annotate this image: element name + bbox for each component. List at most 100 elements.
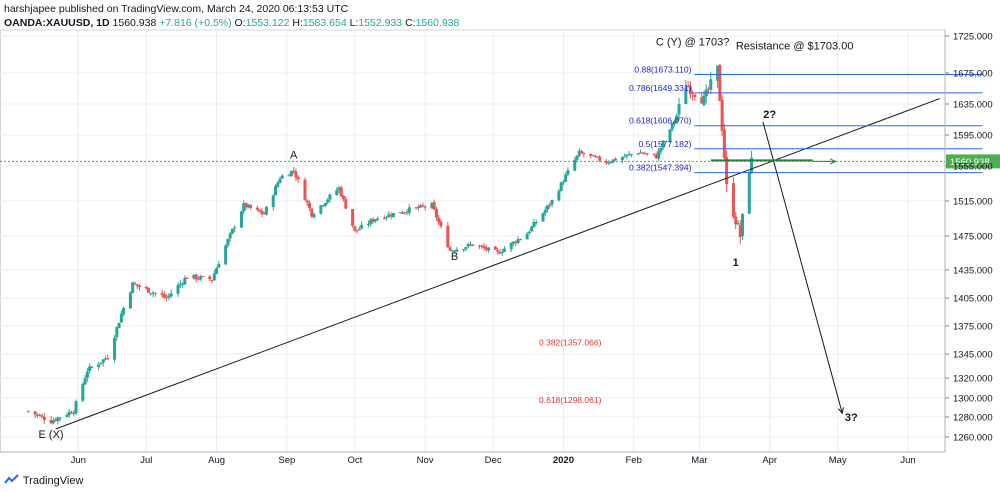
candle-body: [244, 203, 248, 208]
candle-body: [725, 157, 729, 185]
x-tick-label: Aug: [208, 455, 225, 466]
candle-body: [437, 217, 441, 223]
candle-body: [303, 179, 307, 201]
candle-body: [439, 221, 443, 227]
overlays: 1560.938 0.88(1673.110) 0.786(1649.331) 0.6…: [0, 37, 1000, 441]
x-tick-label: May: [829, 455, 847, 466]
y-tick-label: 1260.000: [953, 433, 993, 444]
candle-body: [133, 283, 137, 285]
candle-body: [541, 213, 545, 222]
candle-body: [308, 203, 312, 209]
target-label: 0.618(1298.061): [539, 395, 602, 405]
candle-body: [278, 178, 282, 183]
candle-body: [310, 208, 314, 217]
price-arrow-head: [829, 158, 837, 165]
candle-body: [144, 286, 148, 289]
candle-body: [607, 162, 611, 164]
candle-body: [54, 419, 58, 421]
y-tick-label: 1345.000: [953, 350, 993, 361]
candle-body: [580, 151, 584, 154]
candle-body: [534, 222, 538, 224]
candle-body: [292, 170, 296, 172]
candle-body: [233, 227, 237, 229]
candle-body: [305, 200, 309, 203]
candle-body: [575, 155, 579, 160]
candle-body: [614, 158, 618, 161]
candle-body: [264, 206, 268, 215]
last-price-label: 1560.938: [950, 157, 990, 168]
candle-body: [217, 264, 221, 268]
candle-body: [369, 219, 373, 225]
candle-body: [65, 414, 69, 417]
y-tick-label: 1405.000: [953, 294, 993, 305]
x-tick-label: Sep: [278, 455, 295, 466]
candle-body: [212, 273, 216, 281]
candle-body: [484, 247, 488, 250]
candle-body: [550, 200, 554, 205]
candle-body: [90, 367, 94, 369]
candle-body: [609, 161, 613, 163]
candle-body: [344, 198, 348, 209]
last-price: 1560.938: [112, 17, 157, 29]
candle-body: [496, 250, 500, 252]
candle-body: [750, 157, 754, 173]
candle-body: [595, 156, 599, 158]
candle-body: [83, 378, 87, 385]
candle-body: [684, 87, 688, 105]
candle-body: [260, 210, 264, 214]
candle-body: [657, 151, 661, 159]
candle-body: [638, 152, 642, 154]
y-tick-label: 1515.000: [953, 197, 993, 208]
brand-label: TradingView: [22, 475, 84, 487]
candle-body: [342, 195, 346, 199]
candle-body: [466, 243, 470, 247]
candle-body: [56, 417, 60, 422]
candle-body: [183, 278, 187, 285]
candle-body: [398, 212, 402, 214]
candle-body: [677, 104, 681, 115]
wave-annotation: C (Y) @ 1703?: [656, 37, 730, 49]
candle-body: [423, 206, 427, 208]
x-tick-label: Jun: [71, 455, 86, 466]
candle-body: [258, 209, 262, 212]
candle-body: [561, 182, 565, 184]
candle-body: [654, 154, 658, 159]
y-tick-label: 1725.000: [953, 32, 993, 43]
x-tick-label: Jun: [900, 455, 915, 466]
candle-body: [645, 153, 649, 155]
fib-label: 0.786(1649.331): [629, 83, 692, 93]
y-tick-label: 1375.000: [953, 322, 993, 333]
y-tick-label: 1300.000: [953, 394, 993, 405]
candle-body: [629, 154, 633, 156]
candle-body: [668, 129, 672, 142]
candle-body: [321, 205, 325, 207]
wave-annotation: Resistance @ $1703.00: [736, 40, 854, 52]
candle-body: [72, 412, 76, 414]
candle-body: [326, 199, 330, 203]
candle-body: [113, 337, 117, 360]
candle-body: [215, 268, 219, 275]
candle-body: [518, 239, 522, 241]
wave-annotation: 2?: [763, 109, 776, 121]
candle-body: [353, 226, 357, 231]
close-value: 1560.938: [415, 17, 460, 29]
candle-body: [661, 141, 665, 148]
x-tick-label: Nov: [417, 455, 434, 466]
candle-body: [26, 411, 30, 413]
candle-body: [582, 153, 586, 155]
candle-body: [196, 278, 200, 280]
candle-body: [525, 233, 529, 240]
y-tick-label: 1635.000: [953, 100, 993, 111]
candle-body: [407, 207, 411, 214]
candle-body: [512, 241, 516, 244]
candle-body: [33, 411, 37, 415]
x-tick-label: Apr: [762, 455, 777, 466]
candle-body: [242, 203, 246, 212]
fib-label: 0.88(1673.110): [634, 64, 691, 74]
candle-body: [652, 153, 656, 155]
candle-body: [641, 152, 645, 154]
candle-body: [604, 161, 608, 164]
candle-body: [192, 274, 196, 279]
candle-body: [122, 307, 126, 315]
